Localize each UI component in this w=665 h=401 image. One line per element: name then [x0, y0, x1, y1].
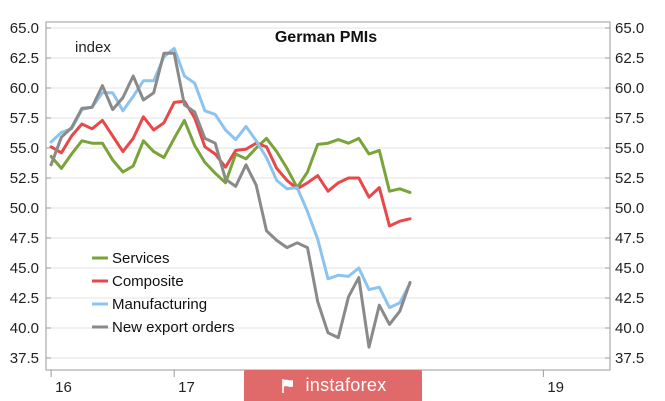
series-line-services	[49, 118, 412, 194]
legend-label: Services	[112, 250, 170, 267]
y-tick-label-right: 40.0	[615, 320, 644, 337]
unit-label: index	[75, 39, 111, 56]
y-tick-label-left: 40.0	[10, 320, 39, 337]
chart-title: German PMIs	[275, 29, 377, 46]
x-tick-label: 19	[547, 379, 564, 396]
y-tick-label-right: 45.0	[615, 260, 644, 277]
legend-label: Composite	[112, 273, 184, 290]
watermark-text: instaforex	[305, 375, 387, 395]
flag-icon	[282, 378, 294, 393]
y-tick-label-right: 60.0	[615, 80, 644, 97]
y-tick-label-left: 57.5	[10, 110, 39, 127]
y-tick-label-left: 55.0	[10, 140, 39, 157]
series-line-manufacturing	[49, 46, 412, 310]
axis-ticks: 37.5 37.5 40.0 40.0 42.5 42.5 45.0 45.0 47.5 47.5…	[10, 20, 644, 396]
y-tick-label-left: 45.0	[10, 260, 39, 277]
y-tick-label-right: 47.5	[615, 230, 644, 247]
y-tick-label-right: 50.0	[615, 200, 644, 217]
series-lines	[49, 46, 412, 349]
y-tick-label-right: 42.5	[615, 290, 644, 307]
watermark: instaforex	[244, 370, 422, 401]
y-tick-label-left: 42.5	[10, 290, 39, 307]
y-tick-label-right: 52.5	[615, 170, 644, 187]
y-tick-label-right: 37.5	[615, 350, 644, 367]
legend-label: New export orders	[112, 319, 235, 336]
legend: Services Composite Manufacturing New export…	[92, 250, 235, 336]
y-tick-label-left: 37.5	[10, 350, 39, 367]
y-tick-label-left: 50.0	[10, 200, 39, 217]
gridlines	[46, 27, 610, 359]
y-tick-label-right: 55.0	[615, 140, 644, 157]
y-tick-label-left: 62.5	[10, 50, 39, 67]
y-tick-label-right: 62.5	[615, 50, 644, 67]
plot-frame	[45, 21, 611, 371]
legend-label: Manufacturing	[112, 296, 207, 313]
y-tick-label-right: 57.5	[615, 110, 644, 127]
y-tick-label-left: 60.0	[10, 80, 39, 97]
y-tick-label-right: 65.0	[615, 20, 644, 37]
y-tick-label-left: 52.5	[10, 170, 39, 187]
series-line-composite	[49, 99, 412, 228]
y-tick-label-left: 65.0	[10, 20, 39, 37]
x-tick-label: 17	[178, 379, 195, 396]
series-line-new-export-orders	[49, 51, 412, 349]
y-tick-label-left: 47.5	[10, 230, 39, 247]
x-tick-label: 16	[55, 379, 72, 396]
